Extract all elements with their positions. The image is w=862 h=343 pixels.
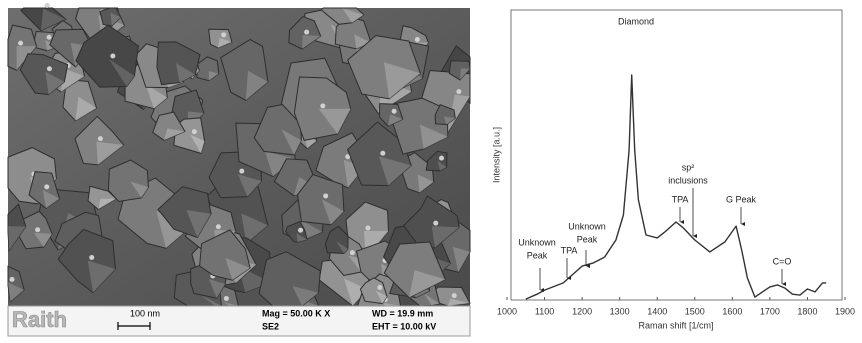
- particle: [98, 136, 103, 141]
- particle: [456, 89, 461, 94]
- annotation: TPA: [561, 245, 578, 255]
- particle: [323, 193, 328, 198]
- x-tick-label: 1900: [835, 306, 855, 316]
- particle: [47, 66, 52, 71]
- x-tick-label: 1600: [722, 306, 742, 316]
- working-distance: WD = 19.9 mm: [372, 308, 433, 318]
- x-tick-label: 1700: [760, 306, 780, 316]
- particle: [320, 103, 325, 108]
- particle: [216, 224, 221, 229]
- sem-image: Raith 100 nm Mag = 50.00 K X SE2 WD = 19…: [8, 3, 470, 336]
- particle: [110, 53, 115, 58]
- figure: Raith 100 nm Mag = 50.00 K X SE2 WD = 19…: [0, 0, 862, 338]
- x-tick-label: 1100: [535, 306, 554, 316]
- x-axis-label: Raman shift [1/cm]: [638, 320, 713, 330]
- particle: [439, 156, 444, 161]
- annotation: inclusions: [668, 175, 708, 185]
- plot-frame: [511, 10, 842, 300]
- x-tick-label: 1800: [797, 306, 817, 316]
- logo: Raith: [12, 307, 67, 332]
- x-tick-label: 1400: [647, 306, 667, 316]
- particle: [350, 250, 355, 255]
- particle: [452, 293, 457, 298]
- x-tick-label: 1300: [610, 306, 630, 316]
- particle: [415, 37, 420, 42]
- particle: [433, 221, 438, 226]
- particle: [35, 227, 40, 232]
- annotation: Unknown: [518, 237, 556, 247]
- particle: [89, 255, 94, 260]
- particle: [221, 32, 226, 37]
- detector: SE2: [262, 321, 279, 331]
- particle: [377, 285, 382, 290]
- annotation: Peak: [527, 250, 548, 260]
- annotation: TPA: [672, 194, 689, 204]
- x-tick-label: 1000: [497, 306, 517, 316]
- particle: [224, 296, 229, 301]
- particle: [392, 109, 397, 114]
- scale-bar-label: 100 nm: [130, 308, 160, 318]
- particle: [192, 129, 197, 134]
- x-tick-label: 1200: [572, 306, 592, 316]
- particle: [47, 35, 52, 40]
- particle: [365, 225, 370, 230]
- annotation: Peak: [577, 234, 598, 244]
- particle: [18, 41, 23, 46]
- particle: [304, 30, 309, 35]
- annotation: Diamond: [618, 16, 654, 26]
- x-tick-label: 1500: [685, 306, 705, 316]
- y-axis-label: Intensity [a.u.]: [491, 127, 501, 183]
- particle: [45, 3, 50, 8]
- particle: [44, 184, 49, 189]
- chart: Intensity [a.u.] Raman shift [1/cm] 1000…: [491, 10, 855, 330]
- voltage: EHT = 10.00 kV: [372, 321, 436, 331]
- annotation: C=O: [773, 256, 792, 266]
- particle: [10, 277, 15, 282]
- particle: [239, 169, 244, 174]
- annotation: Unknown: [568, 221, 606, 231]
- particle: [380, 151, 385, 156]
- particle: [298, 228, 303, 233]
- annotation: sp²: [682, 162, 695, 172]
- annotation: G Peak: [726, 194, 757, 204]
- magnification: Mag = 50.00 K X: [262, 308, 330, 318]
